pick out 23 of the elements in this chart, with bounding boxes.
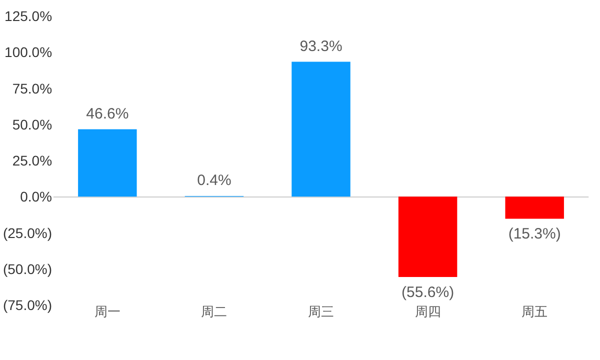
data-label: (55.6%) bbox=[402, 284, 454, 301]
y-tick-label: 0.0% bbox=[20, 188, 52, 205]
x-tick-label: 周一 bbox=[94, 304, 120, 319]
y-tick-label: (75.0%) bbox=[2, 297, 52, 313]
y-tick-label: 100.0% bbox=[4, 44, 52, 60]
data-label: 93.3% bbox=[300, 38, 342, 55]
y-tick-label: 125.0% bbox=[4, 8, 52, 24]
data-label: (15.3%) bbox=[508, 226, 561, 243]
bar bbox=[292, 62, 350, 197]
y-tick-label: 50.0% bbox=[12, 116, 52, 132]
x-tick-label: 周四 bbox=[414, 304, 441, 319]
data-label: 46.6% bbox=[86, 105, 129, 122]
x-tick-label: 周三 bbox=[308, 304, 334, 319]
bar bbox=[505, 196, 564, 219]
x-tick-label: 周二 bbox=[201, 304, 228, 319]
y-tick-label: (50.0%) bbox=[2, 260, 52, 277]
y-tick-label: (25.0%) bbox=[2, 224, 52, 241]
data-label: 0.4% bbox=[197, 172, 232, 190]
x-tick-label: 周五 bbox=[522, 304, 548, 319]
y-tick-label: 25.0% bbox=[12, 152, 52, 168]
bar bbox=[78, 129, 137, 197]
bar bbox=[398, 196, 458, 277]
y-tick-label: 75.0% bbox=[12, 80, 52, 96]
